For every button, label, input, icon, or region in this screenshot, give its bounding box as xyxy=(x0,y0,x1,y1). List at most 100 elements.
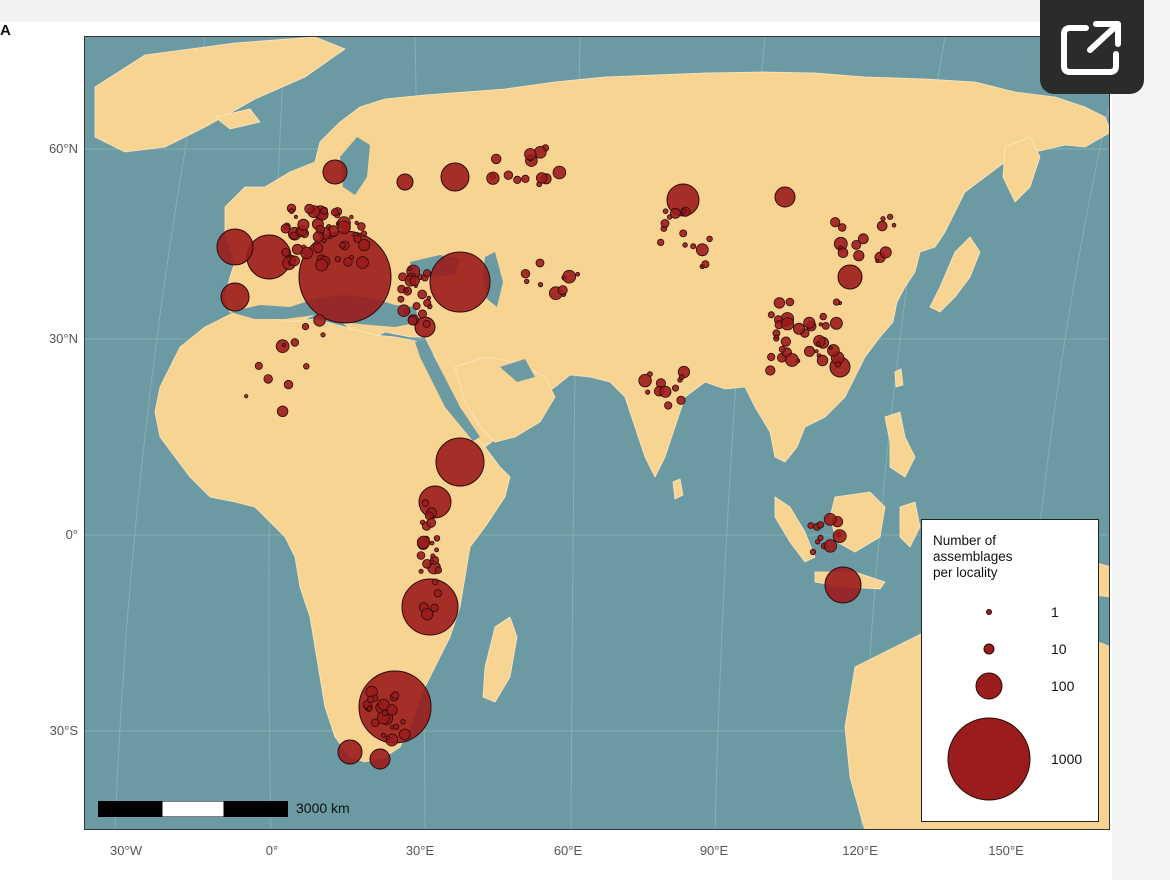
locality-point-small xyxy=(320,332,326,338)
locality-point-small xyxy=(371,718,380,727)
locality-point-small xyxy=(676,395,686,405)
locality-point-small xyxy=(380,732,386,738)
locality-point-small xyxy=(397,304,411,318)
locality-point-small xyxy=(407,266,413,272)
scale-bar-label: 3000 km xyxy=(296,800,350,816)
legend-label-1000: 1000 xyxy=(1051,751,1083,767)
legend-label-10: 10 xyxy=(1051,641,1067,657)
locality-point-small xyxy=(818,322,823,327)
lon-label-30w: 30°W xyxy=(110,843,142,858)
locality-point-small xyxy=(301,322,310,331)
locality-point-small xyxy=(830,316,843,330)
locality-point-small xyxy=(334,256,341,263)
locality-point-large xyxy=(435,437,485,487)
lon-label-120e: 120°E xyxy=(842,843,878,858)
locality-point-small xyxy=(807,522,815,529)
locality-point-small xyxy=(875,258,880,263)
locality-point-small xyxy=(416,551,426,560)
locality-point-small xyxy=(429,559,435,565)
locality-point-small xyxy=(838,223,847,232)
locality-point-large xyxy=(837,264,863,290)
top-strip xyxy=(0,0,1110,22)
locality-point-small xyxy=(433,589,443,598)
locality-point-large xyxy=(337,739,363,765)
locality-point-small xyxy=(851,239,862,250)
legend-title-line-2: assemblages xyxy=(933,549,1013,564)
locality-point-small xyxy=(289,255,300,267)
lat-label-60n: 60°N xyxy=(48,141,78,156)
taiwan xyxy=(894,368,904,388)
open-external-button[interactable] xyxy=(1040,0,1144,94)
sulawesi xyxy=(899,501,921,548)
locality-point-small xyxy=(312,242,324,254)
legend-symbol-1000 xyxy=(947,717,1031,801)
locality-point-small xyxy=(320,207,328,215)
locality-point-small xyxy=(416,535,431,549)
locality-point-small xyxy=(356,256,369,269)
locality-point-small xyxy=(830,217,841,228)
locality-point-small xyxy=(429,540,435,546)
locality-point-small xyxy=(422,319,431,328)
locality-point-small xyxy=(672,384,680,392)
locality-point-small xyxy=(303,363,310,370)
locality-point-small xyxy=(418,568,424,574)
locality-point-large xyxy=(220,282,250,312)
locality-point-small xyxy=(827,344,840,357)
locality-point-small xyxy=(409,275,420,286)
kamchatka xyxy=(1002,136,1041,203)
locality-point-small xyxy=(832,298,841,306)
locality-point-small xyxy=(289,231,298,240)
locality-point-small xyxy=(400,719,406,725)
locality-point-small xyxy=(638,373,652,388)
locality-point-small xyxy=(263,374,273,384)
locality-point-small xyxy=(804,345,816,357)
locality-point-small xyxy=(767,352,776,362)
locality-point-small xyxy=(765,365,776,376)
lon-label-150e: 150°E xyxy=(988,843,1024,858)
locality-point-small xyxy=(353,234,362,243)
locality-point-large xyxy=(246,234,292,280)
locality-point-small xyxy=(662,208,669,215)
sri-lanka xyxy=(672,478,684,500)
greenland xyxy=(94,37,346,153)
iceland xyxy=(214,108,261,130)
locality-point-small xyxy=(330,208,339,217)
locality-point-small xyxy=(360,230,367,237)
legend-title-line-1: Number of xyxy=(933,533,997,548)
locality-point-small xyxy=(853,250,865,262)
locality-point-small xyxy=(339,242,346,249)
locality-point-small xyxy=(520,268,531,279)
locality-point-large xyxy=(824,566,862,604)
locality-point-small xyxy=(695,243,709,257)
locality-point-small xyxy=(774,334,779,339)
locality-point-small xyxy=(377,698,390,711)
sumatra xyxy=(774,496,816,563)
locality-point-small xyxy=(524,148,537,161)
locality-point-large xyxy=(440,162,470,192)
locality-point-small xyxy=(815,539,821,545)
locality-point-small xyxy=(293,214,298,219)
locality-point-small xyxy=(313,314,326,327)
locality-point-small xyxy=(557,285,568,296)
locality-point-small xyxy=(773,297,786,309)
locality-point-small xyxy=(412,302,421,311)
locality-point-small xyxy=(834,361,841,368)
legend: Number of assemblages per locality 1 10 … xyxy=(921,519,1099,822)
locality-point-small xyxy=(832,529,847,544)
persian-gulf xyxy=(500,359,535,382)
locality-point-small xyxy=(819,312,827,321)
locality-point-small xyxy=(664,401,673,410)
locality-point-large xyxy=(429,251,491,313)
locality-point-small xyxy=(366,705,372,711)
locality-point-large xyxy=(396,173,414,191)
locality-point-small xyxy=(244,394,249,399)
legend-title: Number of assemblages per locality xyxy=(933,533,1053,581)
locality-point-small xyxy=(422,269,431,278)
locality-point-small xyxy=(421,608,434,621)
locality-point-small xyxy=(343,257,353,267)
locality-point-large xyxy=(401,578,459,636)
locality-point-small xyxy=(524,278,530,285)
locality-point-small xyxy=(398,728,411,741)
locality-point-small xyxy=(660,219,670,228)
locality-point-large xyxy=(322,159,348,185)
